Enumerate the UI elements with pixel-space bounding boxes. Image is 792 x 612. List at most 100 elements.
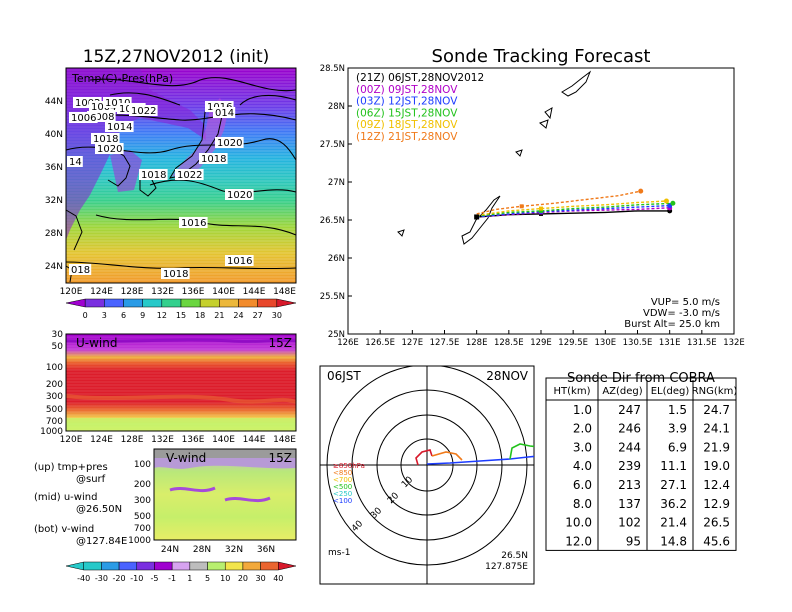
track-line (476, 190, 641, 215)
x-tick-label: 126E (337, 338, 359, 348)
vwind-x-tick: 28N (193, 545, 211, 555)
temp-colorbar-swatch (276, 298, 297, 308)
uwind-x-tick: 124E (90, 435, 113, 445)
island-outlines (397, 70, 592, 245)
table-cell: 24.7 (703, 403, 730, 417)
lon-tick-label: 128E (121, 287, 144, 297)
vwind-y-tick: 700 (134, 524, 151, 534)
table-cell: 6.0 (573, 478, 592, 492)
polar-unit: ms-1 (328, 548, 350, 558)
isobar-label-bg (199, 153, 228, 164)
legend-mid2: @26.50N (76, 504, 122, 515)
track-endpoint (638, 188, 644, 194)
temp-colorbar: 0 3 6 9 12 15 18 21 24 27 30 (65, 298, 297, 320)
isobar-label: 1022 (131, 106, 156, 117)
lon-tick-label: 124E (90, 287, 113, 297)
isobar-label: 1016 (181, 218, 206, 229)
table-cell: 213 (618, 478, 641, 492)
isobar-label-bg (179, 217, 208, 228)
pressure-legend-entry: ≥850hPa (333, 462, 365, 470)
isobar-label: 1014 (107, 122, 132, 133)
x-tick-label: 128.5E (494, 338, 524, 348)
polar-track (426, 455, 534, 465)
track-legend-entry: (03Z) 12JST,28NOV (356, 96, 458, 108)
vwind-x-tick: 36N (257, 545, 275, 555)
legend-up: (up) tmp+pres (34, 462, 108, 473)
isobar-label-bg (69, 112, 98, 123)
uwind-label: U-wind (76, 336, 117, 350)
lon-tick-label: 140E (212, 287, 235, 297)
vwind-x-tick: 24N (161, 545, 179, 555)
polar-track (536, 455, 558, 466)
lat-tick-label: 24N (45, 262, 63, 272)
isobar-label-bg (87, 111, 116, 122)
vwind-y-tick: 100 (134, 460, 151, 470)
cobra-table: Sonde Dir from COBRA HT(km) AZ(deg) EL(deg… (545, 371, 738, 551)
uwind-x-tick: 136E (182, 435, 205, 445)
wind-colorbar-label: -30 (95, 574, 108, 583)
uwind-x-tick: 140E (212, 435, 235, 445)
table-cell: 12.9 (703, 497, 730, 511)
temp-colorbar-label: 6 (121, 311, 126, 320)
temp-colorbar-label: 15 (176, 311, 186, 320)
y-tick-label: 26N (328, 254, 345, 264)
track-legend-entry: (12Z) 21JST,28NOV (356, 131, 458, 143)
x-tick-label: 130E (595, 338, 617, 348)
lon-tick-label: 132E (151, 287, 174, 297)
table-cell: 239 (618, 459, 641, 473)
temp-colorbar-swatch (199, 298, 220, 308)
wind-colorbar-swatch (154, 561, 173, 571)
table-cell: 12.4 (703, 478, 730, 492)
table-cell: 6.9 (668, 440, 687, 454)
table-cell: 36.2 (660, 497, 687, 511)
x-tick-label: 127.5E (430, 338, 460, 348)
track-midpoint (539, 206, 543, 211)
isobar-label: 1022 (177, 170, 202, 181)
uwind-x-tick: 132E (151, 435, 174, 445)
vwind-y-tick: 1000 (128, 536, 151, 546)
y-tick-label: 27N (328, 178, 345, 188)
wind-colorbar-swatch (278, 561, 297, 571)
table-cell: 11.1 (660, 459, 687, 473)
temp-colorbar-swatch (219, 298, 239, 308)
chart-title: Sonde Tracking Forecast (432, 46, 651, 67)
temp-colorbar-swatch (142, 298, 163, 308)
table-header: AZ(deg) (602, 386, 642, 397)
x-tick-label: 131E (659, 338, 681, 348)
table-cell: 247 (618, 403, 641, 417)
pressure-legend-entry: <700 (333, 476, 352, 484)
temp-colorbar-label: 27 (253, 311, 263, 320)
isobar-label: 1018 (93, 134, 118, 145)
table-cell: 102 (618, 516, 641, 530)
table-cell: 10.0 (565, 516, 592, 530)
wind-colorbar-label: -40 (77, 574, 90, 583)
isobar-label-bg (225, 255, 254, 266)
map-axis-ticks: 44N 40N 36N 32N 28N 24N 120E 124E 128E 132E 136E 14… (45, 97, 296, 297)
isobar-label-bg (215, 137, 244, 148)
x-tick-label: 127E (402, 338, 424, 348)
isobar-label-bg (205, 101, 234, 112)
temp-colorbar-label: 3 (102, 311, 107, 320)
uwind-y-tick: 100 (46, 363, 63, 373)
launch-marker (474, 214, 480, 220)
tracking-plot: (21Z) 06JST,28NOV2012(00Z) 09JST,28NOV(0… (347, 67, 735, 335)
wind-colorbar-label: -20 (113, 574, 126, 583)
isobar-label: 1018 (163, 269, 188, 280)
polar-lat: 26.5N (501, 551, 528, 561)
isobar-label-bg (73, 97, 102, 108)
table-cell: 27.1 (660, 478, 687, 492)
wind-colorbar-label: 5 (205, 574, 210, 583)
annot-vdw: VDW= -3.0 m/s (643, 308, 720, 319)
track-line (476, 200, 667, 217)
table-header: RNG(km) (692, 386, 738, 397)
uwind-y-tick: 500 (46, 405, 63, 415)
lon-tick-label: 148E (273, 287, 296, 297)
x-tick-label: 128E (466, 338, 488, 348)
temp-colorbar-label: 12 (157, 311, 167, 320)
temp-colorbar-label: 30 (272, 311, 282, 320)
panel-legend: (up) tmp+pres @surf (mid) u-wind @26.50N… (34, 462, 127, 547)
table-cell: 137 (618, 497, 641, 511)
y-tick-label: 27.5N (320, 140, 345, 150)
table-header: EL(deg) (651, 386, 690, 397)
track-midpoint (519, 204, 524, 209)
